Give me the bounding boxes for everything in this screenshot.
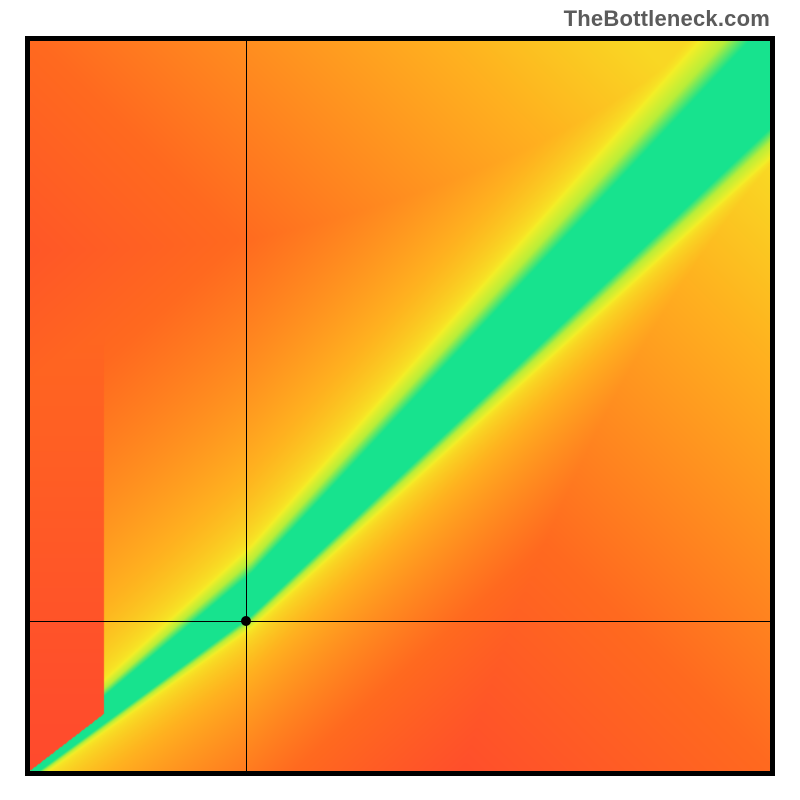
chart-container: TheBottleneck.com [0,0,800,800]
bottleneck-heatmap [30,41,770,771]
watermark-label: TheBottleneck.com [564,6,770,32]
crosshair-vertical [246,41,247,771]
crosshair-horizontal [30,621,770,622]
